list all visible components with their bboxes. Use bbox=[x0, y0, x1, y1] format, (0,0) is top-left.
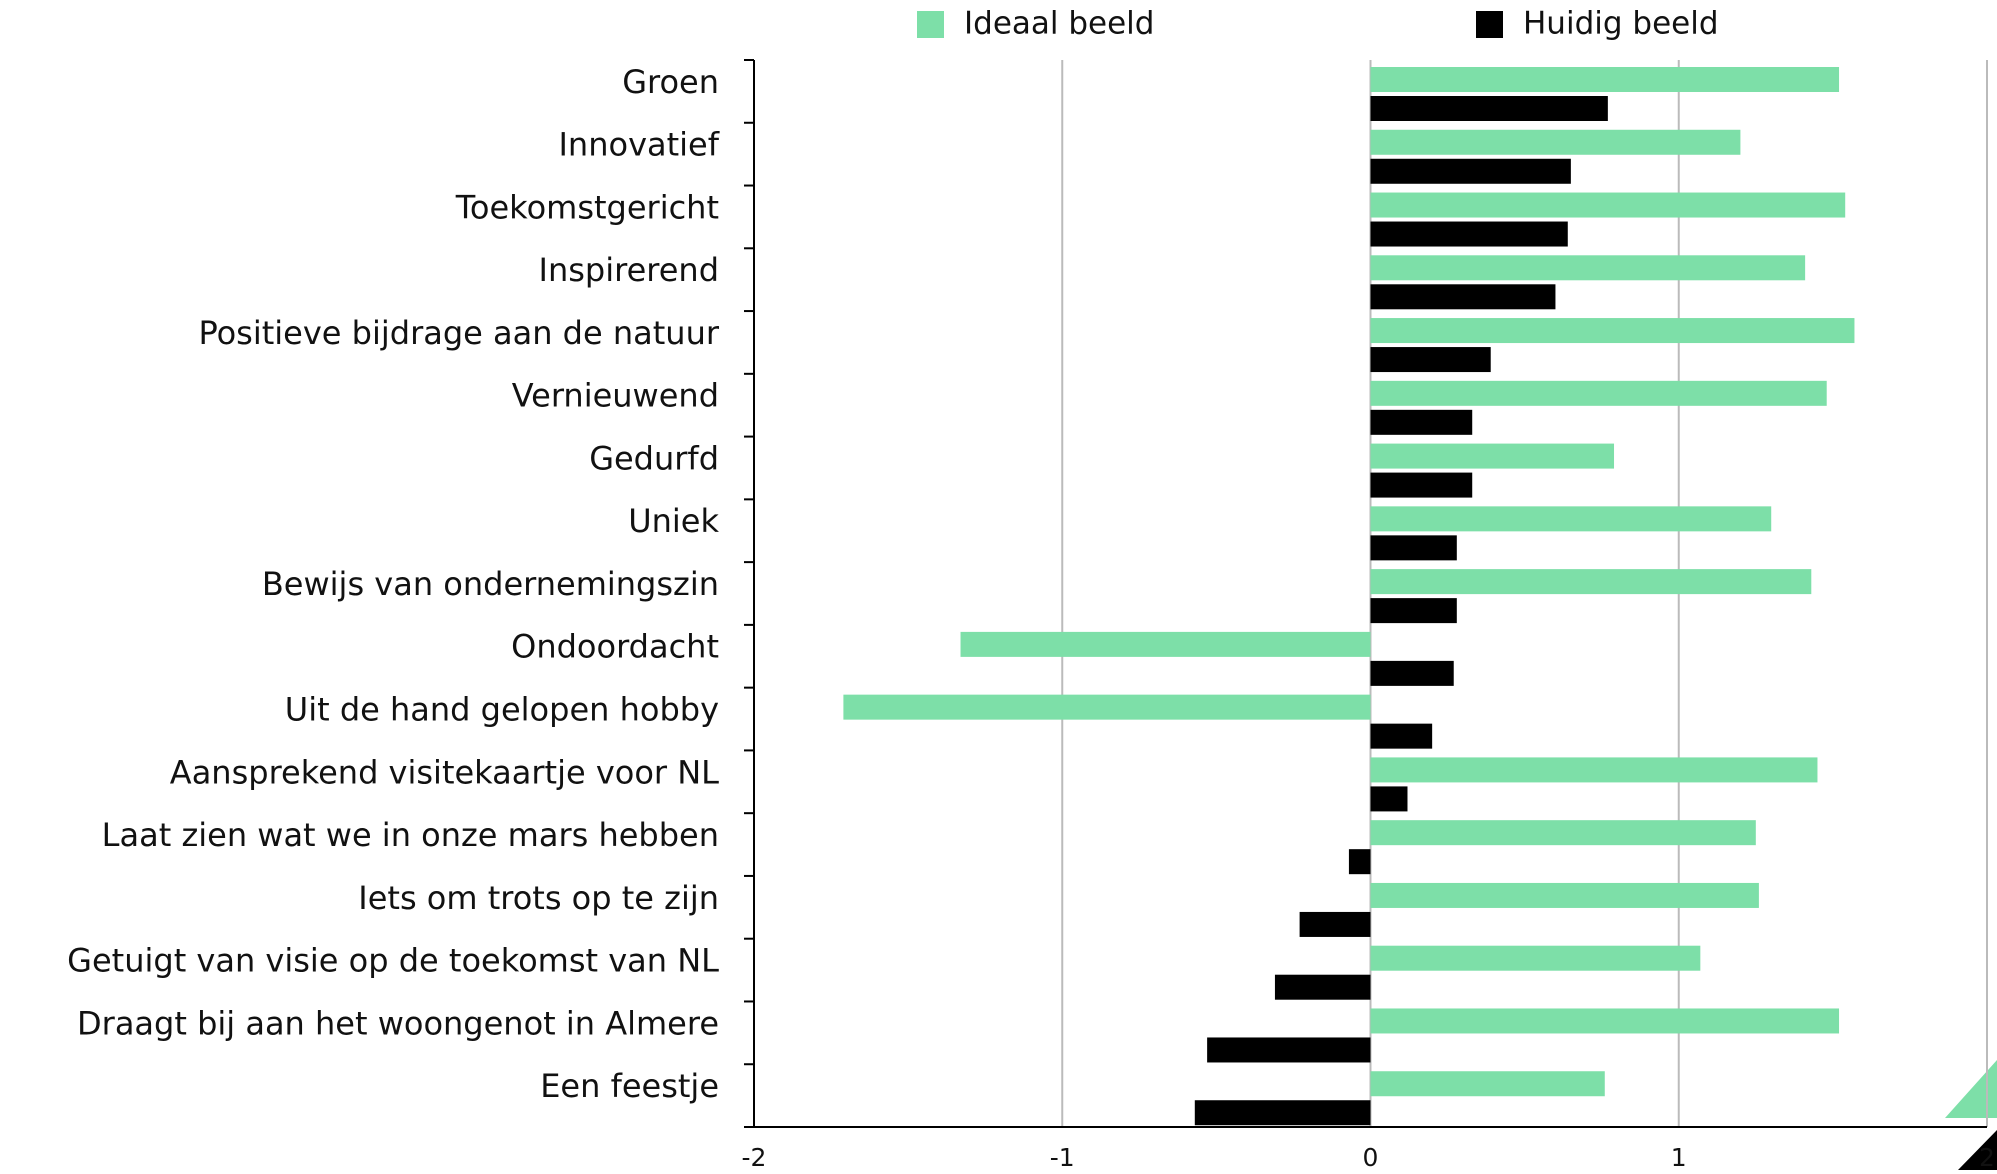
y-tick-label: Bewijs van ondernemingszin bbox=[262, 565, 719, 603]
legend-label: Huidig beeld bbox=[1523, 6, 1719, 42]
y-tick-label: Gedurfd bbox=[589, 439, 719, 477]
bar bbox=[1370, 67, 1840, 92]
decoration bbox=[1958, 1130, 1997, 1170]
y-tick-label: Ondoordacht bbox=[511, 628, 719, 666]
y-tick-label: Innovatief bbox=[558, 126, 719, 164]
bar bbox=[1370, 192, 1846, 218]
bar bbox=[1370, 472, 1473, 498]
y-tick-label: Vernieuwend bbox=[512, 377, 719, 415]
bar bbox=[1370, 1008, 1840, 1034]
bar bbox=[1370, 318, 1855, 344]
y-tick-label: Groen bbox=[622, 63, 719, 101]
bar bbox=[1370, 757, 1818, 783]
legend-swatch bbox=[1476, 11, 1503, 38]
bar bbox=[1370, 409, 1473, 435]
bar bbox=[960, 631, 1371, 657]
x-tick-label: 0 bbox=[1363, 1143, 1379, 1170]
y-tick-label: Een feestje bbox=[540, 1067, 719, 1105]
y-tick-label: Toekomstgericht bbox=[455, 188, 719, 226]
y-tick-label: Laat zien wat we in onze mars hebben bbox=[102, 816, 719, 854]
bar bbox=[1370, 598, 1457, 624]
bar bbox=[1370, 255, 1806, 281]
decoration bbox=[1945, 1060, 1997, 1118]
y-tick-label: Getuigt van visie op de toekomst van NL bbox=[67, 942, 719, 980]
bar bbox=[1370, 347, 1491, 373]
bar bbox=[1299, 911, 1371, 937]
bar bbox=[1370, 380, 1827, 406]
x-tick-label: 2 bbox=[1979, 1143, 1995, 1170]
y-tick-label: Draagt bij aan het woongenot in Almere bbox=[77, 1004, 719, 1042]
bar bbox=[1194, 1100, 1371, 1126]
x-tick-label: -2 bbox=[742, 1143, 767, 1170]
bar bbox=[1370, 569, 1812, 595]
y-tick-label: Iets om trots op te zijn bbox=[358, 879, 719, 917]
bar bbox=[1370, 786, 1408, 812]
bar bbox=[1370, 221, 1568, 247]
bar bbox=[1370, 284, 1556, 310]
legend-swatch bbox=[917, 11, 944, 38]
bar bbox=[1370, 129, 1741, 155]
bar bbox=[1370, 158, 1571, 184]
bar bbox=[1207, 1037, 1371, 1063]
bar bbox=[1274, 974, 1371, 1000]
bar bbox=[1370, 535, 1457, 561]
y-tick-label: Aansprekend visitekaartje voor NL bbox=[170, 753, 719, 791]
bar bbox=[843, 694, 1371, 720]
bar bbox=[1370, 1071, 1605, 1097]
bar bbox=[1348, 849, 1371, 875]
bar bbox=[1370, 723, 1433, 749]
x-tick-label: -1 bbox=[1050, 1143, 1075, 1170]
bar bbox=[1370, 96, 1608, 121]
bar bbox=[1370, 443, 1615, 469]
y-tick-label: Positieve bijdrage aan de natuur bbox=[198, 314, 719, 352]
y-tick-label: Uniek bbox=[628, 502, 719, 540]
bar bbox=[1370, 660, 1454, 686]
bar bbox=[1370, 506, 1772, 532]
bar bbox=[1370, 945, 1701, 971]
bar bbox=[1370, 820, 1756, 846]
bar bbox=[1370, 882, 1759, 908]
x-tick-label: 1 bbox=[1671, 1143, 1687, 1170]
y-tick-label: Uit de hand gelopen hobby bbox=[285, 690, 719, 728]
legend-label: Ideaal beeld bbox=[964, 6, 1154, 42]
y-tick-label: Inspirerend bbox=[539, 251, 719, 289]
